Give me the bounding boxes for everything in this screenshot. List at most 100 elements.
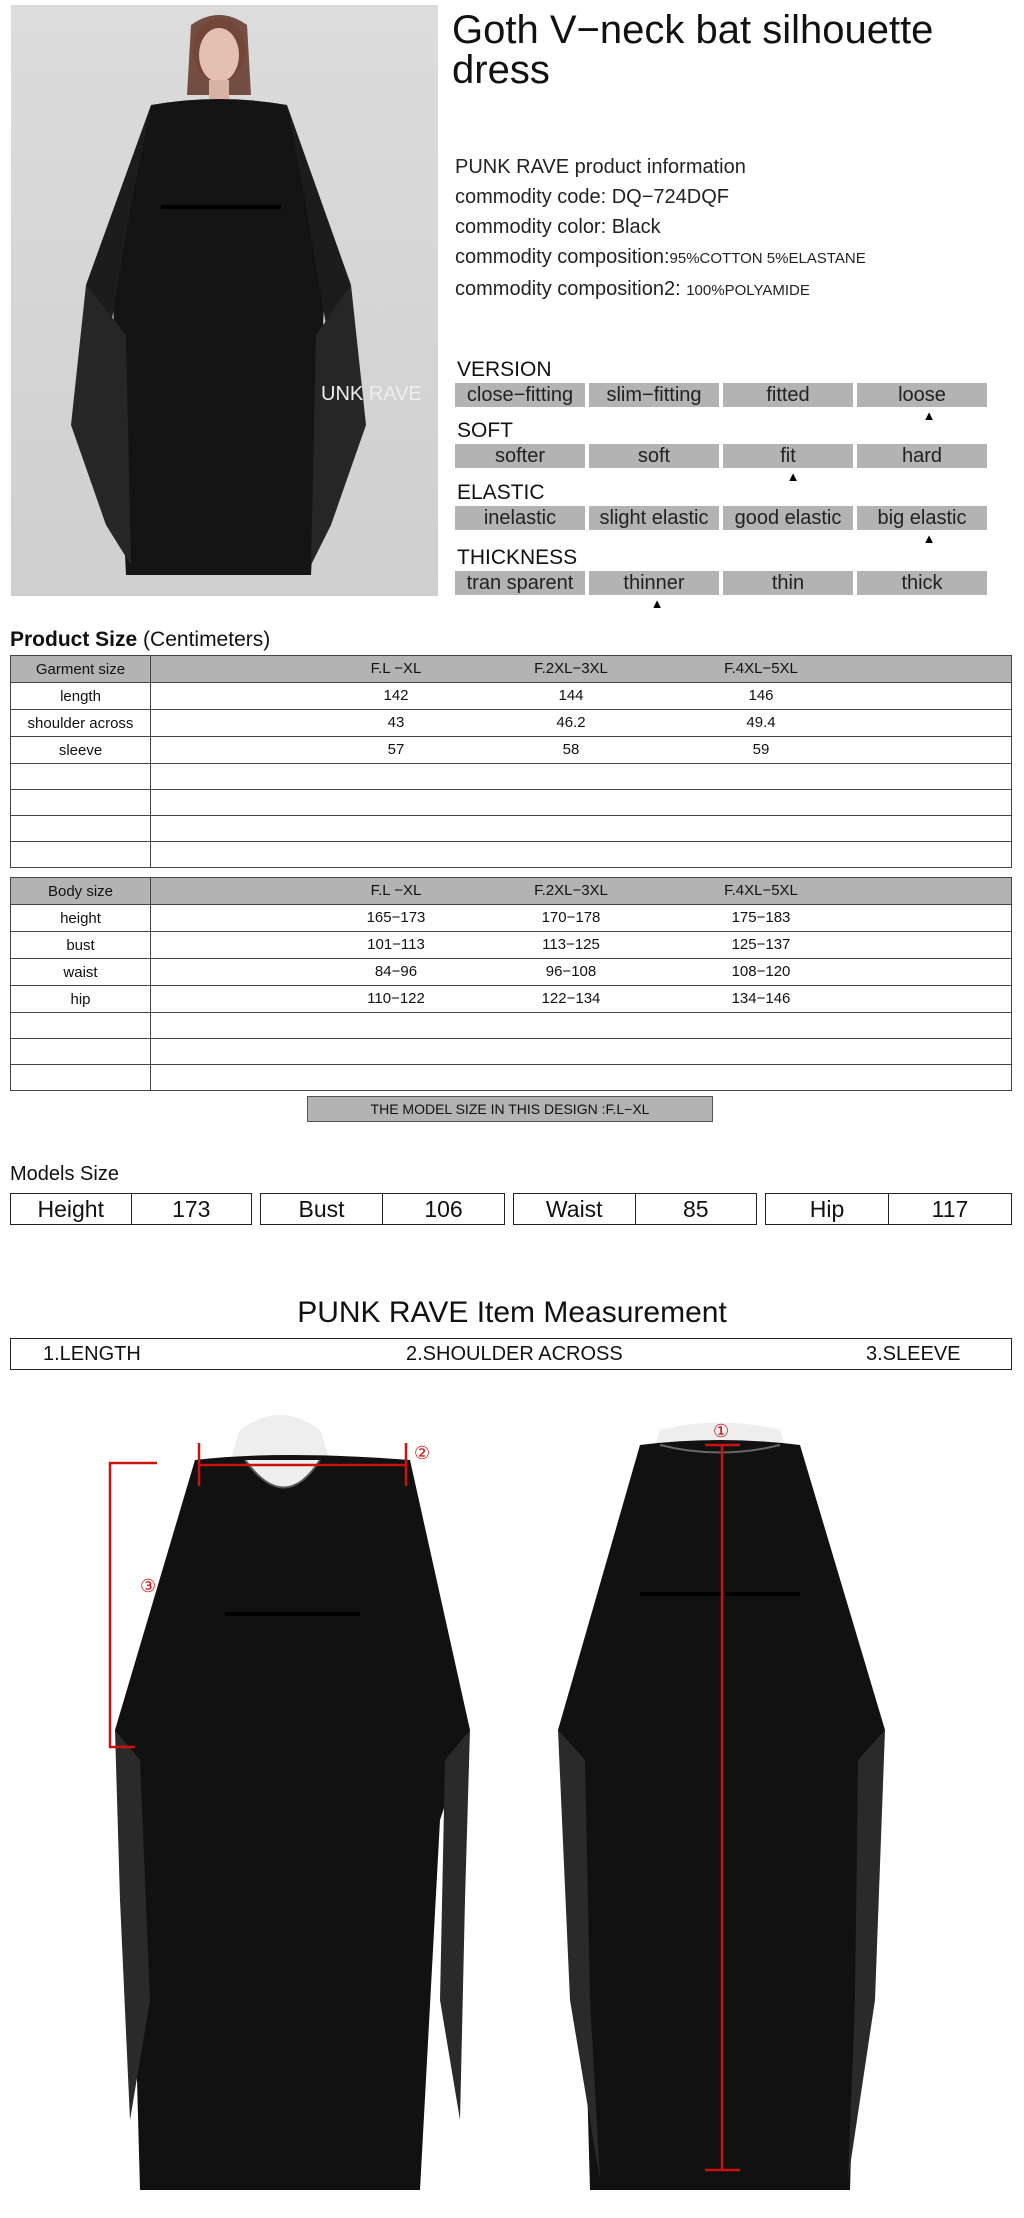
- size-cell: 58: [562, 741, 580, 758]
- row-label: bust: [10, 931, 151, 959]
- header-cell: Garment size: [10, 655, 151, 683]
- row-label: sleeve: [10, 736, 151, 764]
- empty-row: [10, 1064, 1012, 1091]
- measurement-sleeve: 3.SLEEVE: [866, 1343, 961, 1365]
- model-label: Waist: [545, 1196, 603, 1222]
- composition-label: commodity composition:: [455, 246, 670, 268]
- attr-option: hard: [857, 444, 987, 468]
- model-height: Height 173: [10, 1193, 252, 1225]
- table-row: shoulder across 43 46.2 49.4: [10, 709, 1012, 737]
- header-cell: Body size: [10, 877, 151, 905]
- garment-size-table: Garment size F.L −XL F.2XL−3XL F.4XL−5XL len…: [10, 655, 1012, 868]
- attr-option: fit: [723, 444, 853, 468]
- attr-option: good elastic: [723, 506, 853, 530]
- size-cell: 170−178: [541, 909, 601, 926]
- measurement-diagram: ② ③ ①: [108, 1415, 885, 2190]
- model-value: 117: [888, 1194, 1011, 1224]
- size-cell: 142: [383, 687, 409, 704]
- attr-label-elastic: ELASTIC: [457, 481, 545, 504]
- table-header: Body size F.L −XL F.2XL−3XL F.4XL−5XL: [10, 877, 1012, 905]
- marker-3: ③: [140, 1576, 156, 1596]
- model-label: Hip: [809, 1196, 845, 1222]
- models-size-title: Models Size: [10, 1163, 119, 1185]
- model-bust: Bust 106: [260, 1193, 505, 1225]
- size-cell: 144: [558, 687, 584, 704]
- size-cell: 122−134: [541, 990, 601, 1007]
- attr-option: close−fitting: [455, 383, 585, 407]
- attr-option: fitted: [723, 383, 853, 407]
- code-label: commodity code:: [455, 186, 607, 208]
- table-row: height 165−173 170−178 175−183: [10, 904, 1012, 932]
- measure-lines: [108, 1443, 740, 2172]
- size-cell: 110−122: [367, 990, 425, 1007]
- empty-row: [10, 841, 1012, 868]
- code-value: DQ−724DQF: [611, 186, 729, 208]
- attr-label-thickness: THICKNESS: [457, 546, 578, 569]
- size-cell: F.4XL−5XL: [724, 882, 798, 899]
- color-value: Black: [611, 216, 661, 238]
- size-cell: 49.4: [746, 714, 776, 731]
- attr-label-version: VERSION: [457, 358, 552, 381]
- table-row: hip 110−122 122−134 134−146: [10, 985, 1012, 1013]
- measurement-items: 1.LENGTH 2.SHOULDER ACROSS 3.SLEEVE: [10, 1338, 1012, 1370]
- marker-1: ①: [713, 1421, 729, 1441]
- composition2-value: 100%POLYAMIDE: [686, 282, 810, 299]
- empty-row: [10, 1038, 1012, 1065]
- attr-option: big elastic: [857, 506, 987, 530]
- model-value: 106: [382, 1194, 504, 1224]
- attr-bar-version: close−fitting slim−fitting fitted loose: [455, 383, 987, 407]
- attr-option: slim−fitting: [589, 383, 719, 407]
- size-cell: 165−173: [366, 909, 426, 926]
- row-label: length: [10, 682, 151, 710]
- size-cell: F.4XL−5XL: [724, 660, 798, 677]
- composition2-label: commodity composition2:: [455, 278, 681, 300]
- attr-label-soft: SOFT: [457, 419, 513, 442]
- size-cell: F.L −XL: [370, 660, 422, 677]
- composition-value: 95%COTTON 5%ELASTANE: [669, 250, 866, 267]
- model-label: Height: [37, 1196, 104, 1222]
- attr-option: thinner: [589, 571, 719, 595]
- model-waist: Waist 85: [513, 1193, 757, 1225]
- size-cell: F.2XL−3XL: [534, 882, 608, 899]
- size-cell: 57: [387, 741, 405, 758]
- selected-arrow-icon: ▲: [650, 596, 664, 611]
- attr-bar-soft: softer soft fit hard: [455, 444, 987, 468]
- commodity-code: commodity code: DQ−724DQF: [455, 186, 729, 209]
- empty-row: [10, 1012, 1012, 1039]
- product-title: Goth V−neck bat silhouette dress: [452, 8, 934, 92]
- color-label: commodity color:: [455, 216, 607, 238]
- row-label: waist: [10, 958, 151, 986]
- empty-row: [10, 763, 1012, 790]
- info-heading: PUNK RAVE product information: [455, 156, 746, 178]
- size-cell: 46.2: [556, 714, 586, 731]
- size-cell: 43: [387, 714, 405, 731]
- model-value: 85: [634, 1194, 757, 1224]
- size-cell: 113−125: [542, 936, 600, 953]
- size-cell: 96−108: [545, 963, 597, 980]
- size-cell: 125−137: [731, 936, 791, 953]
- table-row: sleeve 57 58 59: [10, 736, 1012, 764]
- measurement-title: PUNK RAVE Item Measurement: [297, 1296, 727, 1329]
- model-size-note: THE MODEL SIZE IN THIS DESIGN :F.L−XL: [307, 1096, 713, 1122]
- size-cell: 146: [748, 687, 774, 704]
- table-row: length 142 144 146: [10, 682, 1012, 710]
- commodity-color: commodity color: Black: [455, 216, 661, 239]
- attr-option: thin: [723, 571, 853, 595]
- attr-bar-elastic: inelastic slight elastic good elastic big e…: [455, 506, 987, 530]
- table-header: Garment size F.L −XL F.2XL−3XL F.4XL−5XL: [10, 655, 1012, 683]
- marker-2: ②: [414, 1443, 430, 1463]
- selected-arrow-icon: ▲: [786, 469, 800, 484]
- attr-option: softer: [455, 444, 585, 468]
- size-cell: 134−146: [731, 990, 791, 1007]
- commodity-composition: commodity composition:95%COTTON 5%ELASTA…: [455, 246, 866, 269]
- size-cell: 59: [752, 741, 770, 758]
- measurement-shoulder: 2.SHOULDER ACROSS: [406, 1343, 623, 1365]
- measurement-length: 1.LENGTH: [43, 1343, 141, 1365]
- size-cell: 84−96: [374, 963, 418, 980]
- table-row: bust 101−113 113−125 125−137: [10, 931, 1012, 959]
- attr-option: slight elastic: [589, 506, 719, 530]
- size-cell: F.L −XL: [370, 882, 422, 899]
- row-label: hip: [10, 985, 151, 1013]
- selected-arrow-icon: ▲: [922, 408, 936, 423]
- size-cell: F.2XL−3XL: [534, 660, 608, 677]
